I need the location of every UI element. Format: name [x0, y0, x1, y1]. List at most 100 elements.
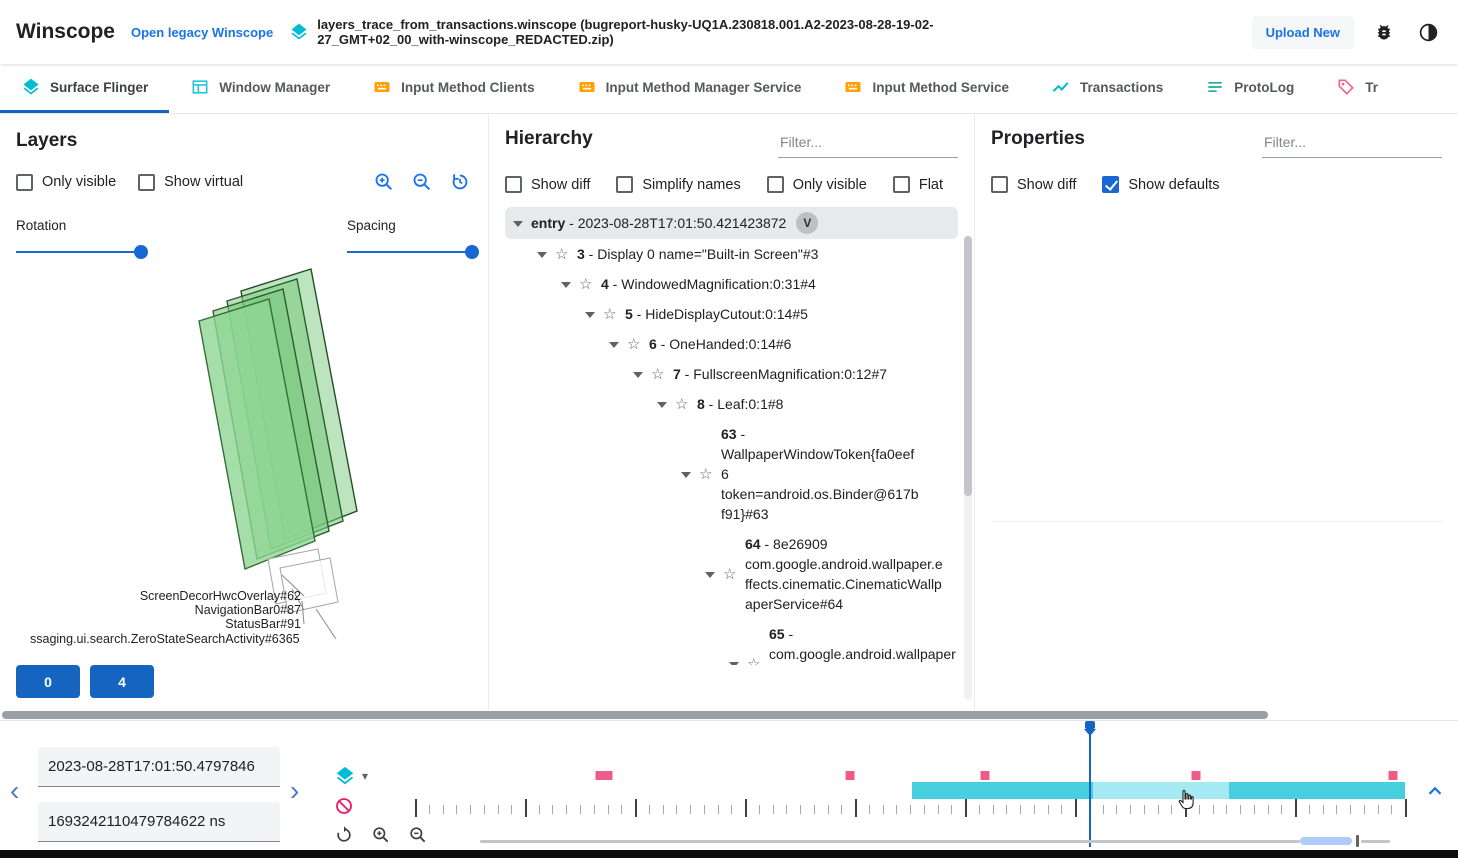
timeline-range-slider[interactable] — [415, 835, 1405, 847]
layers-3d-view[interactable]: ScreenDecorHwcOverlay#62 NavigationBar0#… — [16, 263, 472, 655]
star-icon[interactable]: ☆ — [555, 246, 569, 263]
expand-arrow-icon[interactable] — [729, 660, 747, 665]
keyboard-icon — [843, 77, 863, 97]
star-icon[interactable]: ☆ — [747, 656, 761, 665]
expand-arrow-icon[interactable] — [513, 219, 531, 227]
layer-label: StatusBar#91 — [225, 617, 301, 631]
only-visible-checkbox[interactable]: Only visible — [16, 173, 116, 191]
only-visible-checkbox[interactable]: Only visible — [766, 176, 867, 193]
trace-file-name: layers_trace_from_transactions.winscope … — [317, 17, 934, 47]
show-diff-checkbox[interactable]: Show diff — [991, 176, 1076, 193]
star-icon[interactable]: ☆ — [603, 306, 617, 323]
tree-node[interactable]: ☆ 3 - Display 0 name="Built-in Screen"#3 — [505, 239, 958, 269]
timeline-marker[interactable] — [603, 771, 613, 780]
reset-view-icon[interactable] — [448, 170, 472, 194]
tree-node[interactable]: ☆ 7 - FullscreenMagnification:0:12#7 — [505, 359, 958, 389]
tab-input-method-clients[interactable]: Input Method Clients — [351, 64, 555, 113]
tab-input-method-service[interactable]: Input Method Service — [822, 64, 1030, 113]
spacing-slider[interactable] — [347, 245, 479, 259]
bug-report-icon[interactable] — [1370, 18, 1398, 46]
prev-entry-button[interactable]: ‹ — [10, 775, 20, 806]
properties-panel: Properties Show diff Show defaults — [975, 114, 1458, 710]
tab-window-manager[interactable]: Window Manager — [169, 64, 351, 113]
zoom-in-icon[interactable] — [371, 825, 391, 845]
timeline-ticks — [415, 799, 1407, 817]
tree-node[interactable]: ☆ 63 - WallpaperWindowToken{fa0eef6 toke… — [505, 419, 958, 529]
checkbox-label: Show virtual — [164, 174, 244, 190]
timeline-ruler[interactable] — [415, 721, 1407, 851]
timestamp-human[interactable]: 2023-08-28T17:01:50.4797846 — [38, 747, 280, 787]
expand-arrow-icon[interactable] — [585, 310, 603, 318]
show-defaults-checkbox[interactable]: Show defaults — [1102, 176, 1219, 193]
dark-mode-icon[interactable] — [1414, 18, 1442, 46]
layers-trace-icon[interactable] — [334, 765, 356, 787]
tree-node-entry[interactable]: entry - 2023-08-28T17:01:50.421423872 V — [505, 207, 958, 239]
tree-node[interactable]: ☆ 6 - OneHanded:0:14#6 — [505, 329, 958, 359]
collapse-timeline-button[interactable] — [1424, 781, 1446, 808]
zoom-in-icon[interactable] — [372, 170, 396, 194]
range-selection[interactable] — [1300, 837, 1352, 845]
tree-node[interactable]: ☆ 65 - com.google.android.wallpaper.effe… — [505, 619, 958, 665]
expand-arrow-icon[interactable] — [633, 370, 651, 378]
expand-arrow-icon[interactable] — [705, 570, 723, 578]
star-icon[interactable]: ☆ — [675, 396, 689, 413]
refresh-icon[interactable] — [334, 825, 354, 845]
slider-thumb[interactable] — [134, 245, 148, 259]
show-diff-checkbox[interactable]: Show diff — [505, 176, 590, 193]
layers-title: Layers — [16, 130, 78, 151]
star-icon[interactable]: ☆ — [579, 276, 593, 293]
properties-filter-input[interactable] — [1262, 128, 1442, 158]
expand-arrow-icon[interactable] — [657, 400, 675, 408]
show-virtual-checkbox[interactable]: Show virtual — [138, 173, 244, 191]
star-icon[interactable]: ☆ — [627, 336, 641, 353]
simplify-names-checkbox[interactable]: Simplify names — [616, 176, 741, 193]
range-handle[interactable] — [1356, 835, 1360, 847]
star-icon[interactable]: ☆ — [699, 466, 713, 483]
timestamp-ns[interactable]: 1693242110479784622 ns — [38, 802, 280, 842]
deactivated-trace-icon[interactable] — [334, 796, 354, 816]
rotation-slider[interactable] — [16, 245, 148, 259]
timeline-cursor[interactable] — [1084, 721, 1097, 847]
next-entry-button[interactable]: › — [290, 775, 300, 806]
slider-thumb[interactable] — [465, 245, 479, 259]
open-legacy-link[interactable]: Open legacy Winscope — [131, 24, 274, 40]
keyboard-icon — [372, 77, 392, 97]
expand-arrow-icon[interactable] — [609, 340, 627, 348]
expand-arrow-icon[interactable] — [681, 470, 699, 478]
scrollbar-thumb[interactable] — [964, 236, 972, 496]
timeline-marker[interactable] — [845, 771, 855, 780]
hierarchy-tree: entry - 2023-08-28T17:01:50.421423872 V … — [505, 207, 958, 665]
timeline-marker[interactable] — [980, 771, 990, 780]
tab-transitions[interactable]: Tr — [1315, 64, 1399, 113]
expand-arrow-icon[interactable] — [537, 250, 555, 258]
tab-input-method-manager-service[interactable]: Input Method Manager Service — [556, 64, 823, 113]
timeline-marker[interactable] — [595, 771, 605, 780]
chevron-down-icon[interactable]: ▾ — [362, 769, 369, 783]
tree-node[interactable]: ☆ 5 - HideDisplayCutout:0:14#5 — [505, 299, 958, 329]
timeline-marker[interactable] — [1191, 771, 1201, 780]
horizontal-scrollbar[interactable] — [0, 710, 1458, 720]
zoom-out-icon[interactable] — [408, 825, 428, 845]
timeline-marker[interactable] — [1388, 771, 1398, 780]
tree-node[interactable]: ☆ 4 - WindowedMagnification:0:31#4 — [505, 269, 958, 299]
properties-divider — [991, 521, 1442, 522]
scrollbar-thumb[interactable] — [2, 711, 1268, 719]
tab-surface-flinger[interactable]: Surface Flinger — [0, 64, 170, 113]
hierarchy-scrollbar[interactable] — [964, 236, 972, 700]
upload-new-button[interactable]: Upload New — [1251, 15, 1354, 49]
checkbox-box — [138, 173, 156, 191]
checkbox-label: Show defaults — [1128, 176, 1220, 193]
tree-node[interactable]: ☆ 8 - Leaf:0:1#8 — [505, 389, 958, 419]
star-icon[interactable]: ☆ — [651, 366, 665, 383]
hierarchy-filter-input[interactable] — [778, 128, 958, 158]
tab-transactions[interactable]: Transactions — [1030, 64, 1184, 113]
tab-protolog[interactable]: ProtoLog — [1184, 64, 1315, 113]
flat-checkbox[interactable]: Flat — [892, 176, 943, 193]
display-button-4[interactable]: 4 — [90, 665, 154, 698]
display-button-0[interactable]: 0 — [16, 665, 80, 698]
star-icon[interactable]: ☆ — [723, 566, 737, 583]
tree-node[interactable]: ☆ 64 - 8e26909 com.google.android.wallpa… — [505, 529, 958, 619]
hierarchy-panel: Hierarchy Show diff Simplify names Only … — [489, 114, 975, 710]
zoom-out-icon[interactable] — [410, 170, 434, 194]
expand-arrow-icon[interactable] — [561, 280, 579, 288]
